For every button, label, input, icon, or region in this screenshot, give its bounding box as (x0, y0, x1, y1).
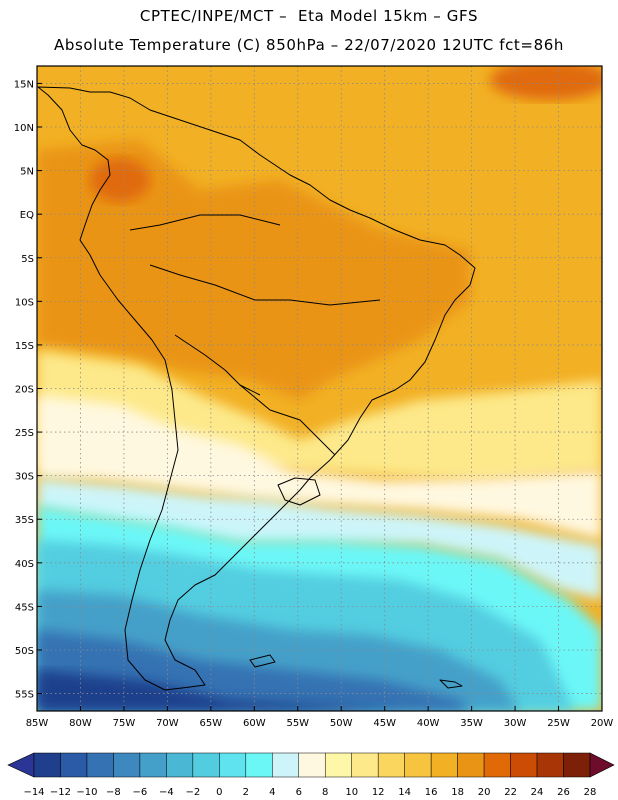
coastline (37, 86, 476, 691)
field-band-very-hot-andes (90, 158, 150, 202)
lat-tick-label: 5S (21, 254, 34, 265)
border-line (129, 214, 281, 231)
lat-tick-label: 25S (15, 428, 34, 439)
colorbar-high-extend (589, 752, 615, 778)
lon-tick-label: 30W (504, 718, 527, 729)
colorbar-label: 2 (243, 787, 249, 798)
colorbar-swatch (536, 752, 564, 778)
lat-tick-label: 10S (15, 297, 34, 308)
colorbar-swatch (563, 752, 591, 778)
lat-tick-label: EQ (20, 210, 34, 221)
lon-tick-label: 75W (113, 718, 136, 729)
colorbar-label: −6 (133, 787, 148, 798)
lon-tick-label: 65W (200, 718, 223, 729)
falklands (249, 654, 276, 668)
colorbar-label: 22 (504, 787, 517, 798)
border-line (239, 384, 336, 456)
colorbar-label: 24 (531, 787, 544, 798)
lat-tick-label: 15S (15, 341, 34, 352)
colorbar-swatch (324, 752, 352, 778)
lon-tick-label: 80W (69, 718, 92, 729)
colorbar-swatch (272, 752, 300, 778)
border-line (149, 264, 381, 306)
colorbar-swatch (33, 752, 61, 778)
colorbar-label: −10 (76, 787, 97, 798)
colorbar-swatch (483, 752, 511, 778)
lon-tick-label: 25W (547, 718, 570, 729)
map-title-line-1: CPTEC/INPE/MCT – Eta Model 15km – GFS (139, 7, 479, 25)
field-band-hot-core (37, 140, 470, 400)
longitude-axis: 85W 80W 75W 70W 65W 60W 55W 50W 45W 40W 35W 30W 25W 2… (26, 706, 614, 729)
colorbar-swatch (60, 752, 88, 778)
lon-tick-label: 50W (330, 718, 353, 729)
colorbar-label: 8 (322, 787, 328, 798)
colorbar-swatch (510, 752, 538, 778)
south-america-outline (37, 86, 476, 691)
lat-tick-label: 40S (15, 559, 34, 570)
colorbar-label: 10 (345, 787, 358, 798)
rio-de-la-plata (277, 477, 321, 506)
colorbar: −14 −12 −10 −8 −6 −4 −2 0 2 4 6 8 10 12 14 16 18 20 22 24 26… (7, 752, 615, 798)
colorbar-low-extend (7, 752, 35, 778)
colorbar-label: −8 (106, 787, 121, 798)
south-georgia (439, 679, 463, 689)
colorbar-label: 26 (557, 787, 570, 798)
colorbar-label: 0 (216, 787, 222, 798)
colorbar-label: −14 (23, 787, 44, 798)
colorbar-swatch (86, 752, 114, 778)
lat-tick-label: 55S (15, 690, 34, 701)
lon-tick-label: 85W (26, 718, 49, 729)
lon-tick-label: 40W (417, 718, 440, 729)
field-band-cold-1 (37, 478, 602, 600)
latitude-axis: 15N 10N 5N EQ 5S 10S 15S 20S 25S 30S 35S 40S 45S 50S 5… (14, 79, 42, 701)
colorbar-label: 4 (269, 787, 275, 798)
colorbar-label: −12 (50, 787, 71, 798)
map-title-line-2: Absolute Temperature (C) 850hPa – 22/07/… (54, 36, 564, 54)
field-band-cold-6 (37, 670, 400, 711)
colorbar-swatch (298, 752, 326, 778)
colorbar-swatch (192, 752, 220, 778)
temperature-field (37, 66, 602, 711)
colorbar-label: 16 (425, 787, 438, 798)
lon-tick-label: 35W (460, 718, 483, 729)
lat-tick-label: 35S (15, 515, 34, 526)
colorbar-label: 20 (478, 787, 491, 798)
colorbar-label: 18 (451, 787, 464, 798)
colorbar-swatch (457, 752, 485, 778)
colorbar-swatch (430, 752, 458, 778)
lat-tick-label: 20S (15, 385, 34, 396)
colorbar-label: −2 (185, 787, 200, 798)
colorbar-label: 14 (398, 787, 411, 798)
lat-tick-label: 10N (14, 123, 34, 134)
lat-tick-label: 30S (15, 472, 34, 483)
field-band-cool (37, 395, 602, 540)
colorbar-swatch (139, 752, 167, 778)
lon-tick-label: 55W (286, 718, 309, 729)
border-line (174, 334, 261, 396)
colorbar-swatch (245, 752, 273, 778)
lat-tick-label: 45S (15, 602, 34, 613)
colorbar-label: 28 (584, 787, 597, 798)
colorbar-label: 6 (296, 787, 302, 798)
colorbar-label: −4 (159, 787, 174, 798)
lon-tick-label: 45W (373, 718, 396, 729)
lon-tick-label: 60W (243, 718, 266, 729)
colorbar-swatch (219, 752, 247, 778)
colorbar-swatch (113, 752, 141, 778)
lon-tick-label: 70W (156, 718, 179, 729)
field-band-very-hot-ne (490, 66, 602, 100)
lat-tick-label: 50S (15, 646, 34, 657)
lat-tick-label: 15N (14, 79, 34, 90)
colorbar-swatch (377, 752, 405, 778)
lon-tick-label: 20W (591, 718, 614, 729)
colorbar-swatch (351, 752, 379, 778)
colorbar-swatch (404, 752, 432, 778)
colorbar-swatch (166, 752, 194, 778)
colorbar-label: 12 (372, 787, 385, 798)
lat-tick-label: 5N (20, 167, 34, 178)
